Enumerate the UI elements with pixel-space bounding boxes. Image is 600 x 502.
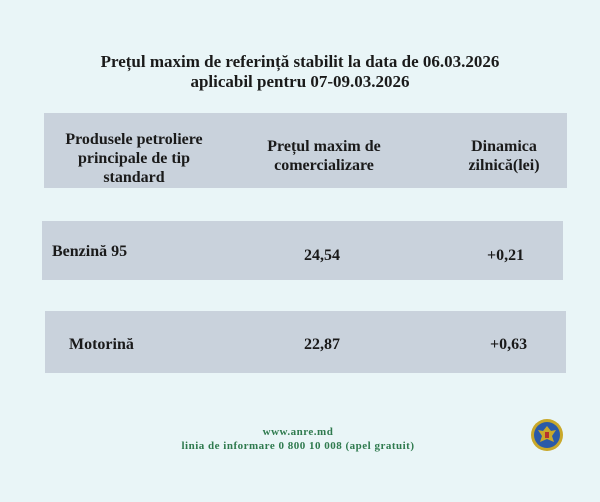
table-row: Motorină 22,87 +0,63	[45, 311, 566, 373]
header-text: Produsele petroliere	[65, 131, 203, 148]
anre-emblem-icon	[531, 419, 563, 451]
product-name: Motorină	[69, 336, 134, 353]
title-line-1: Prețul maxim de referință stabilit la da…	[100, 52, 500, 71]
header-text: comercializare	[274, 157, 374, 174]
change-value: +0,21	[487, 247, 525, 264]
header-text: zilnică(lei)	[468, 157, 540, 174]
hotline-text: linia de informare 0 800 10 008 (apel gr…	[181, 440, 415, 452]
header-text: Dinamica	[471, 138, 537, 155]
change-value: +0,63	[490, 336, 528, 353]
header-products: Produsele petroliere principale de tip s…	[44, 130, 224, 187]
table-header: Produsele petroliere principale de tip s…	[44, 113, 567, 188]
header-text: principale de tip	[77, 150, 190, 167]
header-text: Prețul maxim de	[267, 138, 381, 155]
title-line-2: aplicabil pentru 07-09.03.2026	[190, 72, 410, 91]
table-row: Benzină 95 24,54 +0,21	[42, 221, 563, 280]
price-value: 22,87	[304, 336, 340, 353]
product-name: Benzină 95	[52, 243, 128, 260]
header-text: standard	[103, 169, 165, 186]
header-change: Dinamica zilnică(lei)	[449, 137, 559, 175]
header-price: Prețul maxim de comercializare	[249, 137, 399, 175]
website-link[interactable]: www.anre.md	[262, 426, 334, 438]
price-value: 24,54	[304, 247, 340, 264]
